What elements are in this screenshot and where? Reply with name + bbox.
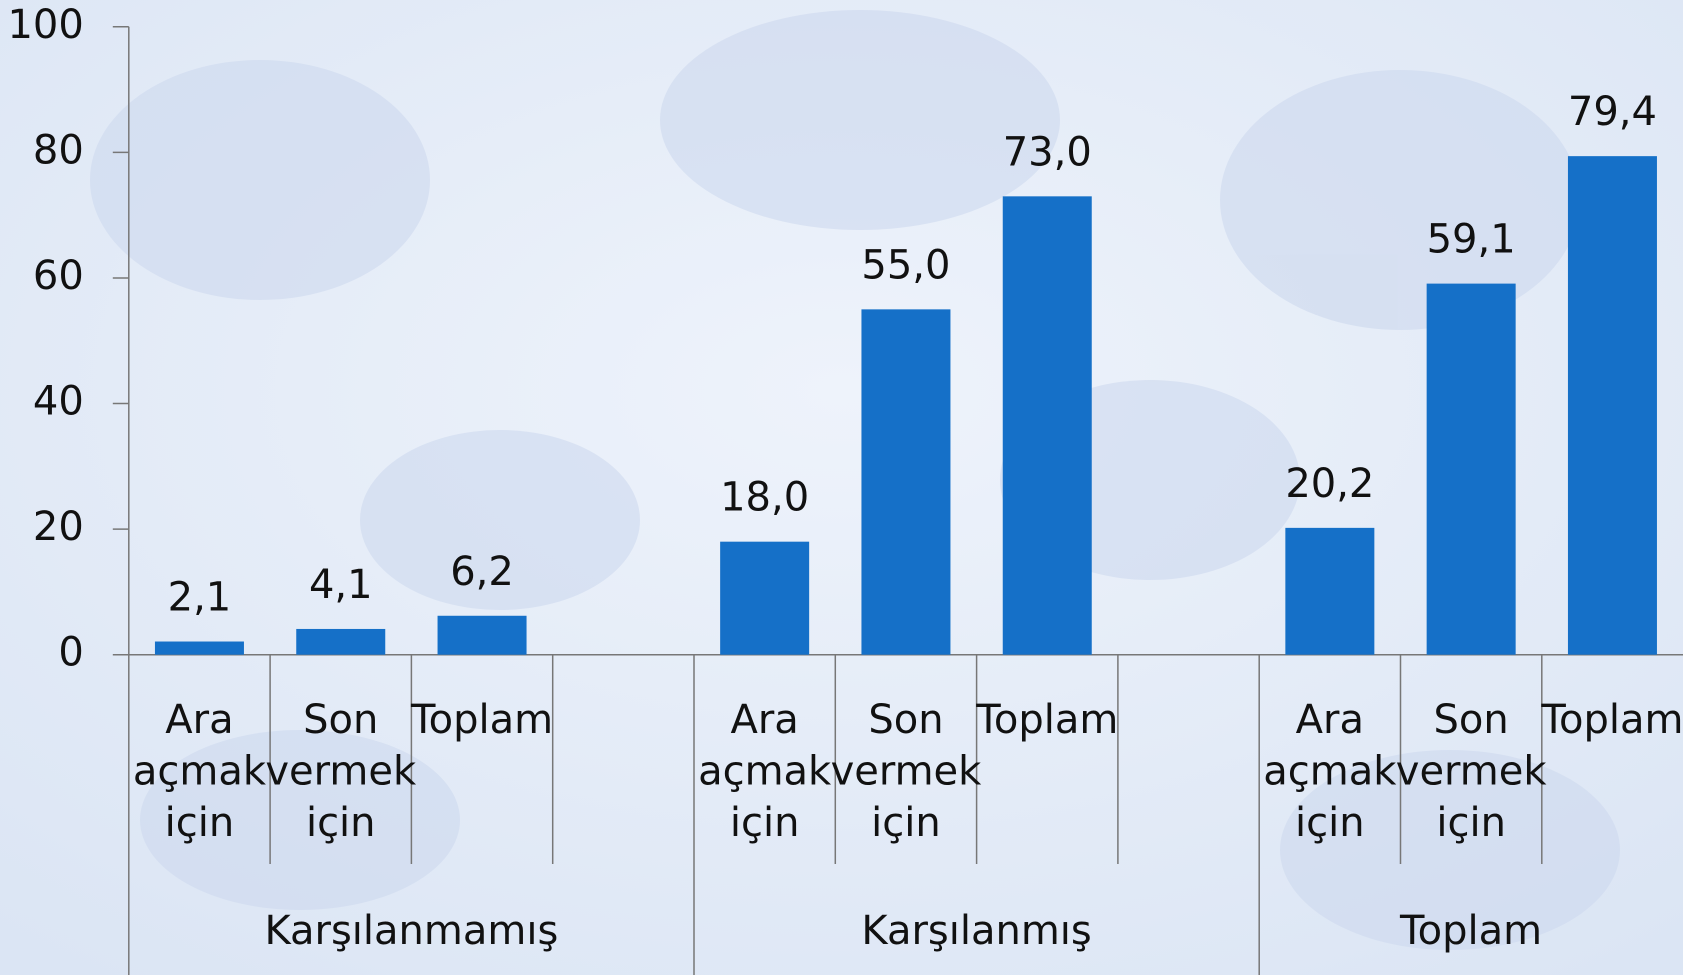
value-label: 20,2 <box>1285 461 1374 507</box>
y-tick-label: 80 <box>33 127 84 173</box>
value-label: 59,1 <box>1427 217 1516 263</box>
x-tick-label: Ara açmak için <box>133 697 267 846</box>
bar <box>154 641 244 655</box>
value-label: 55,0 <box>861 242 950 288</box>
bar <box>1567 156 1657 655</box>
x-tick-label: Son vermek için <box>265 697 417 846</box>
x-tick-label: Son vermek için <box>831 697 983 846</box>
bar <box>437 615 527 655</box>
bar <box>720 541 810 655</box>
x-tick-label: Ara açmak için <box>698 697 832 846</box>
value-label: 73,0 <box>1003 129 1092 175</box>
y-tick-label: 60 <box>33 253 84 299</box>
x-tick-label: Toplam <box>410 697 553 743</box>
y-tick-label: 100 <box>7 2 83 48</box>
value-label: 4,1 <box>309 562 373 608</box>
bar <box>1426 283 1516 655</box>
x-tick-label: Son vermek için <box>1396 697 1548 846</box>
x-tick-label: Toplam <box>975 697 1118 743</box>
bar <box>861 309 951 655</box>
group-label: Toplam <box>1399 908 1542 954</box>
x-tick-label: Ara açmak için <box>1263 697 1397 846</box>
y-tick-label: 20 <box>33 504 84 550</box>
y-tick-label: 0 <box>58 630 83 676</box>
group-label: Karşılanmamış <box>264 908 558 954</box>
x-tick-label: Toplam <box>1540 697 1683 743</box>
bar <box>1002 196 1092 655</box>
value-label: 79,4 <box>1568 89 1657 135</box>
value-label: 6,2 <box>450 549 514 595</box>
bar <box>1285 527 1375 655</box>
value-label: 18,0 <box>720 475 809 521</box>
group-label: Karşılanmış <box>861 908 1091 954</box>
y-tick-label: 40 <box>33 379 84 425</box>
value-label: 2,1 <box>168 575 232 621</box>
bar <box>296 628 386 655</box>
